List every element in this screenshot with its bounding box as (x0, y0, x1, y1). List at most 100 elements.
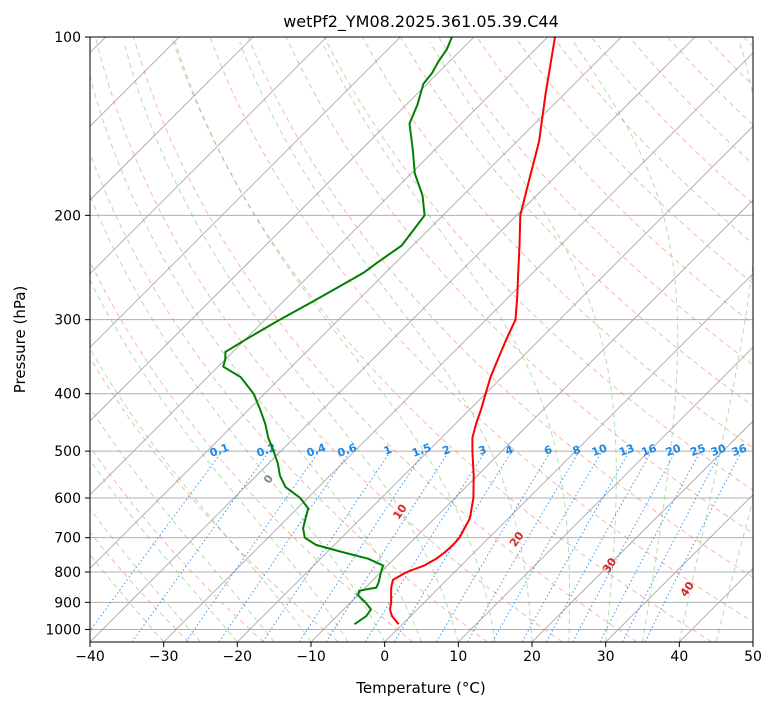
isotherm-line (531, 420, 753, 642)
moist-adiabat-line (573, 41, 679, 642)
mixing-ratio-line (218, 450, 351, 642)
dry-adiabat-line (400, 37, 753, 407)
y-tick-label: 900 (54, 595, 81, 611)
isotherm-line (90, 37, 254, 201)
x-tick-label: −30 (149, 649, 179, 665)
mixing-ratio-line (545, 450, 653, 642)
sounding-traces (222, 37, 556, 626)
mixing-ratio-label: 3 (477, 443, 489, 458)
moist-adiabat-line (174, 41, 496, 642)
isotherm-line (90, 37, 622, 569)
mixing-ratio-label: 36 (730, 442, 749, 460)
x-tick-label: 50 (744, 649, 762, 665)
mixing-ratio-line (262, 450, 392, 642)
isotherm-line (90, 37, 475, 422)
y-tick-label: 400 (54, 387, 81, 403)
dry-adiabat-line (90, 356, 339, 642)
y-tick-label: 300 (54, 313, 81, 329)
mixing-ratio-label: 20 (664, 442, 683, 460)
dry-adiabat-line (95, 37, 563, 642)
x-tick-label: −40 (75, 649, 105, 665)
temperature-trace (388, 37, 556, 625)
dry-adiabat-line (514, 37, 753, 285)
moist-adiabat-line (715, 497, 753, 642)
x-tick-label: 0 (380, 649, 389, 665)
dry-adiabat-line (90, 531, 190, 642)
moist-adiabat-line (321, 41, 571, 642)
mixing-ratio-label: 25 (689, 442, 708, 459)
moist-adiabat-line (90, 406, 275, 642)
moist-adiabat-line (90, 347, 312, 642)
isotherm-line (679, 567, 753, 642)
moist-adiabat-line (90, 74, 422, 642)
dry-adiabat-line (247, 37, 753, 578)
isotherm-line (90, 37, 327, 275)
mixing-ratio-label: 0.6 (336, 441, 359, 460)
mixing-ratio-line (364, 450, 486, 642)
mixing-ratio-line (467, 450, 580, 642)
y-tick-label: 100 (54, 30, 81, 46)
mixing-ratio-label: 1.5 (410, 441, 433, 460)
mixing-ratio-label: 16 (640, 442, 659, 460)
x-tick-label: −20 (223, 649, 253, 665)
y-tick-label: 600 (54, 491, 81, 507)
x-tick-label: 30 (597, 649, 615, 665)
x-tick-label: 40 (670, 649, 688, 665)
moist-adiabat-line (123, 41, 459, 642)
moist-adiabat-line (90, 459, 238, 642)
moist-adiabat-line (429, 41, 617, 642)
moist-adiabat-label: 20 (507, 529, 527, 549)
dry-adiabat-line (705, 37, 753, 87)
mixing-ratio-line (185, 450, 320, 642)
isotherm-line (90, 37, 548, 496)
mixing-ratio-line (393, 450, 513, 642)
y-tick-label: 700 (54, 531, 81, 547)
isotherm-line (458, 346, 753, 642)
isotherm-line (90, 37, 696, 642)
isotherm-line (384, 273, 753, 642)
background-lines (90, 37, 753, 642)
moist-adiabat-line (90, 194, 386, 642)
x-axis-label: Temperature (°C) (355, 679, 485, 697)
dry-adiabat-line (362, 37, 753, 449)
dry-adiabat-line (209, 37, 753, 623)
isotherm-line (90, 37, 401, 348)
mixing-ratio-line (298, 450, 425, 642)
mixing-ratio-line (521, 450, 630, 642)
moist-adiabat-label: 40 (678, 579, 698, 599)
moist-adiabat-line (90, 279, 349, 642)
moist-adiabat-line (90, 554, 165, 642)
chart-title: wetPf2_YM08.2025.361.05.39.C44 (283, 12, 559, 32)
isotherm-line (752, 641, 753, 642)
moist-adiabat-label: 10 (390, 502, 410, 522)
mixing-ratio-line (325, 450, 450, 642)
isotherm-line (310, 199, 753, 642)
mixing-ratio-label: 0.4 (305, 441, 328, 460)
isotherm-line (163, 52, 753, 642)
mixing-ratio-line (572, 450, 677, 642)
moist-adiabat-line (752, 639, 753, 642)
mixing-ratio-label: 0.1 (208, 441, 231, 460)
moist-adiabat-line (239, 41, 533, 642)
mixing-ratio-line (644, 450, 743, 642)
y-tick-label: 500 (54, 444, 81, 460)
dry-adiabat-line (590, 37, 753, 205)
y-tick-label: 1000 (45, 622, 81, 638)
mixing-ratio-label: 13 (617, 442, 636, 459)
mixing-ratio-label: 30 (709, 442, 728, 460)
isotherm-line (605, 494, 753, 642)
mixing-ratio-label: 4 (503, 443, 515, 458)
axes: −40 −30 −20 −10 0 10 20 30 40 5010020030040050060… (45, 30, 762, 665)
mixing-ratio-label: 6 (542, 443, 554, 458)
isotherm-line (237, 125, 753, 642)
dry-adiabat-line (667, 37, 753, 126)
x-tick-label: −10 (296, 649, 326, 665)
dry-adiabat-line (90, 445, 264, 642)
plot-frame (89, 36, 754, 643)
y-tick-label: 800 (54, 565, 81, 581)
dewpoint-trace (222, 37, 453, 626)
y-tick-label: 200 (54, 208, 81, 224)
mixing-ratio-label: 10 (590, 442, 609, 460)
x-tick-label: 10 (449, 649, 467, 665)
